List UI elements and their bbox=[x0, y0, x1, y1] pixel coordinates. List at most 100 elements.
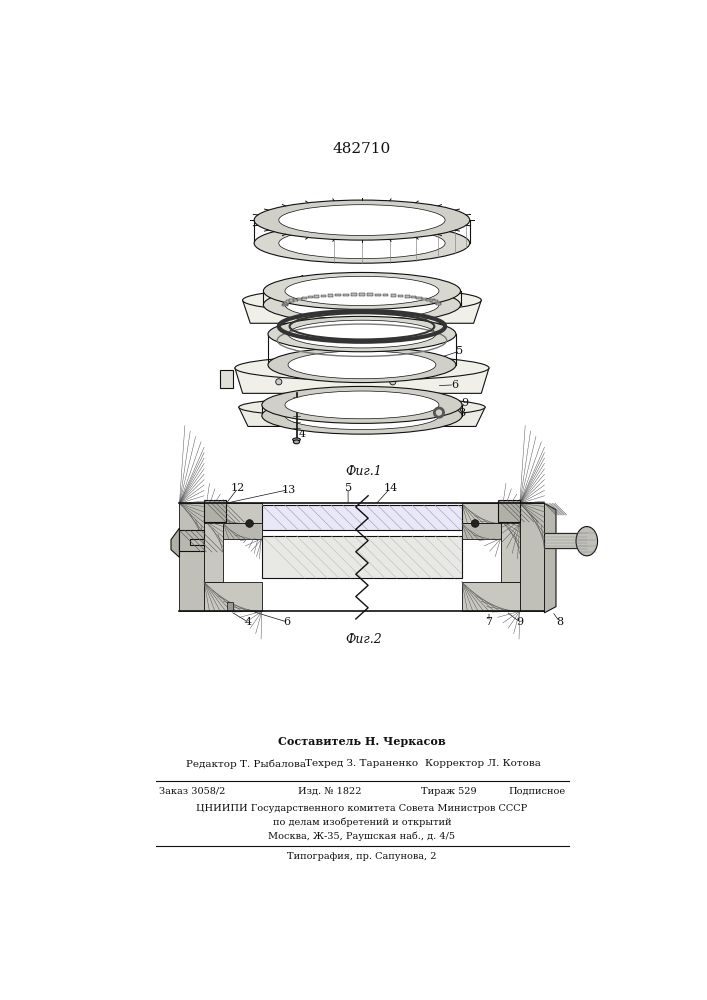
Bar bbox=[204, 520, 223, 582]
Bar bbox=[351, 293, 356, 296]
Text: 3: 3 bbox=[300, 334, 308, 344]
Bar bbox=[262, 505, 462, 530]
Bar bbox=[227, 602, 233, 611]
Text: 1: 1 bbox=[304, 324, 311, 334]
Circle shape bbox=[276, 379, 282, 385]
Ellipse shape bbox=[239, 397, 485, 417]
Bar bbox=[520, 503, 544, 611]
Ellipse shape bbox=[293, 440, 300, 444]
Text: 9: 9 bbox=[462, 398, 469, 408]
Bar bbox=[297, 298, 303, 300]
Text: Составитель Н. Черкасов: Составитель Н. Черкасов bbox=[278, 736, 446, 747]
Ellipse shape bbox=[279, 228, 445, 259]
Ellipse shape bbox=[285, 276, 439, 306]
Bar bbox=[498, 500, 520, 522]
Bar bbox=[335, 294, 341, 296]
Ellipse shape bbox=[268, 316, 456, 352]
Bar bbox=[404, 295, 410, 298]
Ellipse shape bbox=[264, 272, 460, 309]
Bar bbox=[375, 294, 380, 296]
Ellipse shape bbox=[268, 347, 456, 383]
Text: 9: 9 bbox=[516, 617, 523, 627]
Bar bbox=[390, 294, 396, 297]
Polygon shape bbox=[171, 528, 180, 557]
Bar bbox=[180, 503, 204, 611]
Bar bbox=[282, 304, 288, 306]
Bar bbox=[328, 294, 333, 297]
Bar bbox=[289, 299, 294, 302]
Text: 7: 7 bbox=[486, 617, 493, 627]
Bar bbox=[435, 302, 440, 304]
Text: Изд. № 1822: Изд. № 1822 bbox=[298, 787, 361, 796]
Ellipse shape bbox=[288, 351, 436, 379]
Bar bbox=[433, 300, 438, 303]
Bar bbox=[411, 296, 416, 298]
Bar bbox=[204, 503, 262, 523]
Bar bbox=[321, 295, 326, 297]
Text: 10: 10 bbox=[289, 391, 303, 401]
Text: 5: 5 bbox=[344, 483, 351, 493]
Ellipse shape bbox=[243, 288, 481, 313]
Text: 12: 12 bbox=[231, 483, 245, 493]
Bar bbox=[204, 582, 262, 611]
Bar bbox=[462, 503, 520, 523]
Bar bbox=[293, 299, 298, 301]
Text: Тираж 529: Тираж 529 bbox=[421, 787, 477, 796]
Text: 482710: 482710 bbox=[333, 142, 391, 156]
Polygon shape bbox=[235, 368, 489, 393]
Bar bbox=[302, 297, 308, 299]
Text: Редактор Т. Рыбалова: Редактор Т. Рыбалова bbox=[187, 759, 306, 769]
Text: ЦНИИПИ Государственного комитета Совета Министров СССР: ЦНИИПИ Государственного комитета Совета … bbox=[197, 804, 527, 813]
Text: Типография, пр. Сапунова, 2: Типография, пр. Сапунова, 2 bbox=[287, 852, 437, 861]
Bar bbox=[314, 295, 320, 298]
Polygon shape bbox=[180, 530, 204, 551]
Polygon shape bbox=[243, 300, 481, 323]
Bar bbox=[223, 523, 262, 539]
Polygon shape bbox=[544, 503, 556, 613]
Ellipse shape bbox=[264, 286, 460, 323]
Polygon shape bbox=[239, 407, 485, 426]
Bar bbox=[544, 533, 587, 548]
Text: Техред З. Тараненко: Техред З. Тараненко bbox=[305, 759, 419, 768]
Bar bbox=[383, 294, 388, 296]
Bar bbox=[308, 296, 313, 298]
Bar bbox=[421, 298, 427, 300]
Text: Корректор Л. Котова: Корректор Л. Котова bbox=[425, 759, 541, 768]
Bar bbox=[398, 295, 403, 297]
Bar bbox=[416, 297, 422, 299]
Text: 4: 4 bbox=[298, 429, 305, 439]
Text: 14: 14 bbox=[332, 314, 346, 324]
Circle shape bbox=[290, 414, 296, 420]
Ellipse shape bbox=[279, 205, 445, 235]
Bar bbox=[501, 520, 520, 582]
Bar bbox=[343, 294, 349, 296]
Ellipse shape bbox=[254, 200, 469, 240]
Ellipse shape bbox=[288, 320, 436, 348]
Polygon shape bbox=[219, 370, 233, 388]
Bar bbox=[262, 536, 462, 578]
Ellipse shape bbox=[262, 386, 462, 423]
Circle shape bbox=[390, 379, 396, 385]
Bar bbox=[284, 302, 289, 304]
Text: 2: 2 bbox=[291, 354, 298, 364]
Bar bbox=[462, 582, 520, 611]
Text: Подписное: Подписное bbox=[509, 787, 566, 796]
Bar bbox=[426, 299, 431, 301]
Ellipse shape bbox=[293, 438, 300, 441]
Text: по делам изобретений и открытий: по делам изобретений и открытий bbox=[273, 818, 451, 827]
Bar bbox=[368, 293, 373, 296]
Bar bbox=[462, 523, 501, 539]
Bar bbox=[283, 303, 288, 305]
Text: 13: 13 bbox=[314, 206, 328, 216]
Ellipse shape bbox=[254, 223, 469, 263]
Text: 12: 12 bbox=[289, 300, 303, 310]
Text: Заказ 3058/2: Заказ 3058/2 bbox=[160, 787, 226, 796]
Bar bbox=[359, 293, 365, 296]
Ellipse shape bbox=[285, 290, 439, 319]
Text: 8: 8 bbox=[556, 617, 563, 627]
Ellipse shape bbox=[576, 527, 597, 556]
Text: 1: 1 bbox=[202, 550, 209, 560]
Text: 5: 5 bbox=[456, 346, 463, 356]
Circle shape bbox=[436, 309, 442, 316]
Circle shape bbox=[282, 309, 288, 316]
